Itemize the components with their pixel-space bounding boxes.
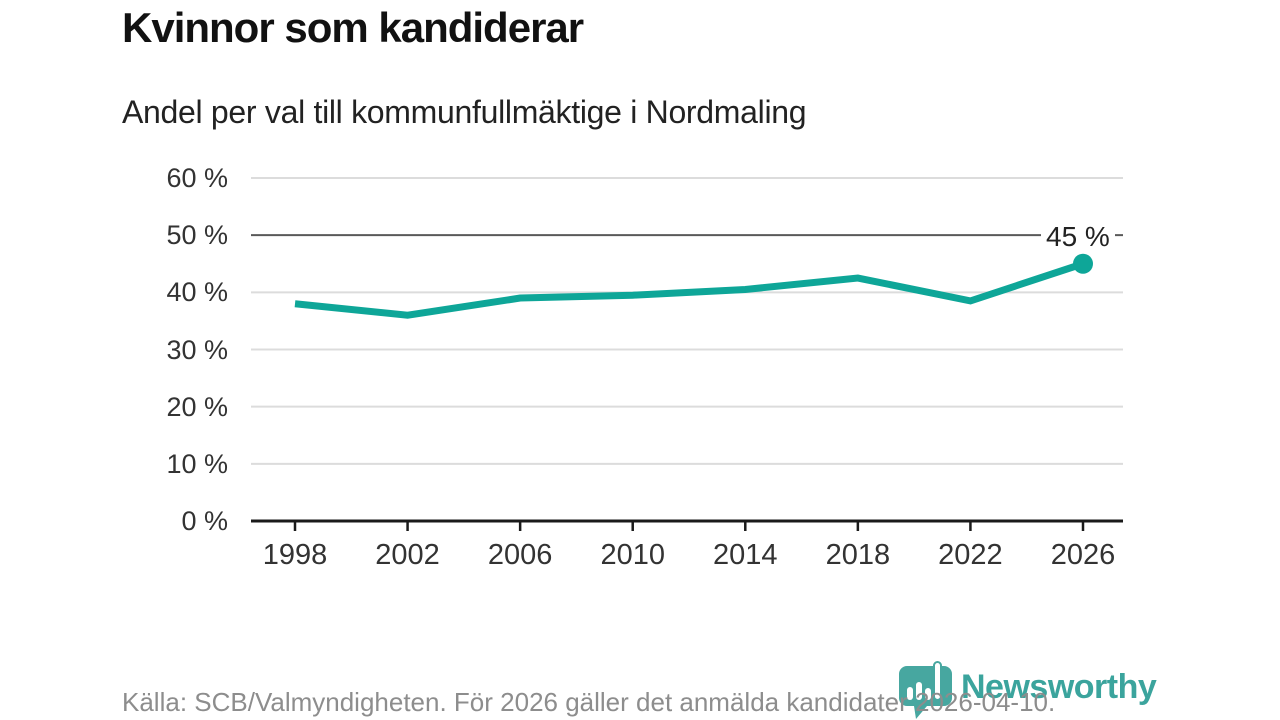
y-axis-label: 40 % — [166, 277, 228, 308]
logo-bar-3 — [925, 688, 931, 700]
data-line — [294, 260, 1085, 319]
x-axis-label: 2002 — [375, 539, 440, 571]
source-note: Källa: SCB/Valmyndigheten. För 2026 gäll… — [122, 687, 1056, 717]
y-axis-label: 50 % — [166, 220, 228, 251]
x-axis-label: 2014 — [713, 539, 778, 571]
y-axis-label: 60 % — [166, 163, 228, 193]
x-axis-label: 2018 — [825, 539, 891, 571]
y-axis-label: 0 % — [181, 506, 228, 536]
x-axis-label: 2010 — [600, 539, 665, 571]
chart-title: Kvinnor som kandiderar — [122, 4, 584, 51]
logo-bar-4 — [933, 661, 942, 701]
x-axis-label: 2026 — [1050, 539, 1116, 571]
newsworthy-icon — [899, 661, 952, 719]
logo-bar-2 — [916, 682, 922, 700]
chart-subtitle: Andel per val till kommunfullmäktige i N… — [122, 94, 807, 130]
logo-bar-1 — [907, 687, 913, 700]
newsworthy-wordmark: Newsworthy — [961, 668, 1157, 706]
x-axis-label: 2006 — [487, 539, 553, 571]
newsworthy-logo: Newsworthy — [897, 660, 1157, 720]
last-point-label: 45 % — [1041, 221, 1115, 252]
y-axis-label: 20 % — [166, 391, 228, 422]
y-axis-label: 10 % — [166, 448, 228, 479]
x-axis-label: 2022 — [938, 539, 1003, 571]
x-axis-label: 1998 — [262, 539, 328, 571]
y-axis-label: 30 % — [166, 334, 228, 365]
data-point-marker — [1073, 253, 1093, 274]
